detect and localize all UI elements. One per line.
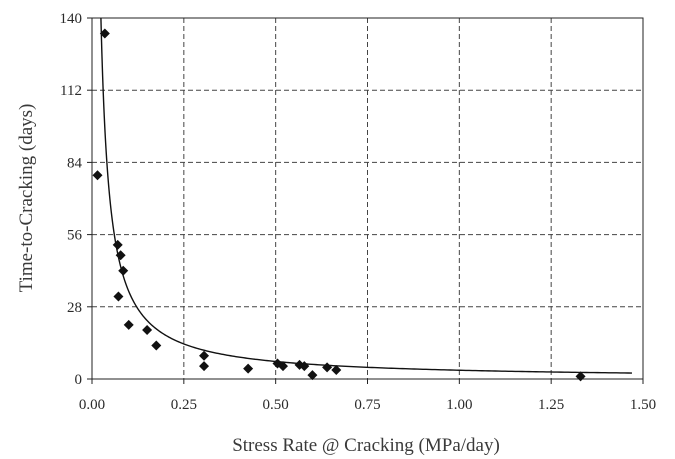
y-axis-title: Time-to-Cracking (days) (16, 104, 37, 293)
data-point (307, 370, 318, 381)
data-point (115, 250, 126, 261)
data-point (99, 28, 110, 39)
data-point (123, 319, 134, 330)
x-tick-label: 0.00 (79, 397, 105, 413)
data-point (322, 362, 333, 373)
y-tick-label: 0 (75, 372, 83, 388)
data-point (142, 325, 153, 336)
data-point (243, 363, 254, 374)
data-point (575, 371, 586, 382)
x-tick-label: 0.25 (171, 397, 197, 413)
data-point (278, 361, 289, 372)
y-tick-label: 56 (67, 228, 83, 244)
data-point (199, 361, 210, 372)
data-point (299, 361, 310, 372)
x-tick-label: 1.50 (630, 397, 656, 413)
data-point (199, 350, 210, 361)
data-point (92, 170, 103, 181)
x-axis-title: Stress Rate @ Cracking (MPa/day) (232, 435, 500, 456)
y-tick-label: 140 (60, 11, 83, 27)
x-tick-label: 0.50 (263, 397, 289, 413)
axis-layer (87, 17, 644, 384)
fit-layer (100, 18, 632, 374)
y-tick-label: 84 (67, 155, 83, 171)
x-tick-label: 1.00 (446, 397, 472, 413)
x-tick-label: 0.75 (354, 397, 380, 413)
y-tick-label: 112 (60, 83, 82, 99)
grid-layer (92, 18, 643, 379)
x-tick-label: 1.25 (538, 397, 564, 413)
data-point (113, 291, 124, 302)
data-point (151, 340, 162, 351)
y-tick-label: 28 (67, 300, 82, 316)
plot-border (91, 17, 644, 380)
data-point (331, 364, 342, 375)
power-fit-line (100, 18, 632, 374)
data-point (112, 239, 123, 250)
tick-label-layer: 0.00 0.25 0.50 0.75 1.00 1.25 1.50 0 28 56 84 112 14… (60, 11, 657, 413)
data-point (118, 265, 129, 276)
point-layer (92, 28, 586, 382)
